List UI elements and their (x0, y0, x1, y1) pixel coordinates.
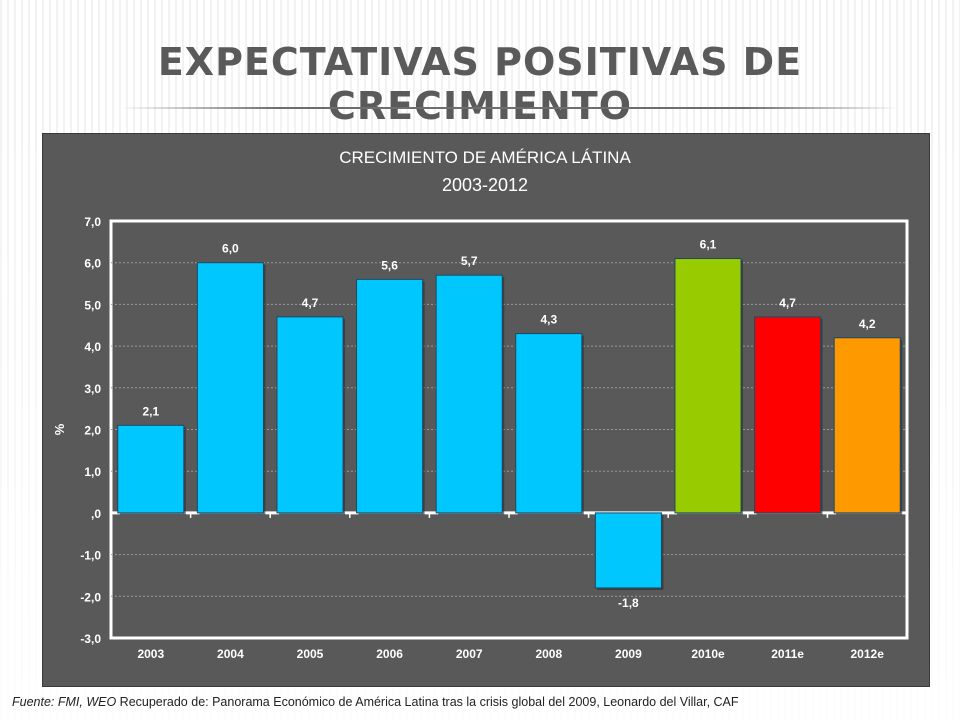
bar-2012e (833, 337, 901, 514)
data-label: 4,2 (859, 317, 876, 331)
bar-2003 (117, 424, 185, 514)
bar-2009 (594, 512, 662, 589)
y-tick-label: 3,0 (84, 382, 101, 396)
chart-subtitle: 2003-2012 (441, 175, 529, 195)
y-axis-label: % (52, 423, 67, 435)
data-label: 2,1 (142, 404, 159, 418)
bar-2004 (196, 262, 264, 514)
slide-title: EXPECTATIVAS POSITIVAS DE CRECIMIENTO (157, 40, 803, 128)
x-tick-label: 2007 (456, 647, 483, 661)
data-label: 5,6 (381, 258, 398, 272)
chart-title: CRECIMIENTO DE AMÉRICA LÁTINA (339, 148, 631, 167)
y-tick-label: -2,0 (80, 590, 101, 604)
x-tick-label: 2010e (691, 647, 725, 661)
data-label: 6,1 (700, 238, 717, 252)
y-tick-label: 2,0 (84, 424, 101, 438)
bar-chart: 7,0 6,0 5,0 4,0 3,0 2,0 1,0 ,0 -1,0 -2,0 -3,0% 2,1 2… (52, 215, 909, 661)
data-label: 5,7 (461, 254, 478, 268)
y-tick-label: 5,0 (84, 298, 101, 312)
bar-2006 (356, 278, 424, 514)
footnote-source: Fuente: FMI, WEO (12, 695, 117, 709)
bar-2005 (276, 316, 344, 514)
data-label: -1,8 (618, 596, 639, 610)
y-tick-label: ,0 (91, 507, 101, 521)
x-tick-label: 2011e (771, 647, 804, 661)
x-tick-label: 2009 (615, 647, 642, 661)
y-tick-label: -3,0 (80, 632, 101, 646)
data-label: 4,7 (302, 296, 319, 310)
source-footnote: Fuente: FMI, WEO Recuperado de: Panorama… (12, 695, 952, 709)
y-tick-label: 7,0 (84, 215, 101, 229)
bar-2008 (515, 333, 583, 514)
footnote-text: Recuperado de: Panorama Económico de Amé… (116, 695, 739, 709)
bar-2011e (754, 316, 822, 514)
data-label: 4,7 (779, 296, 796, 310)
x-tick-label: 2005 (297, 647, 324, 661)
x-tick-label: 2006 (376, 647, 403, 661)
x-tick-label: 2004 (217, 647, 244, 661)
bar-2007 (435, 274, 503, 514)
y-tick-label: 6,0 (84, 257, 101, 271)
title-underline (120, 107, 900, 109)
y-tick-label: 4,0 (84, 340, 101, 354)
x-tick-label: 2008 (535, 647, 562, 661)
bar-2010e (674, 258, 742, 514)
data-label: 4,3 (540, 313, 557, 327)
data-label: 6,0 (222, 242, 239, 256)
x-tick-label: 2012e (851, 647, 885, 661)
y-tick-label: -1,0 (80, 549, 101, 563)
x-tick-label: 2003 (137, 647, 164, 661)
y-tick-label: 1,0 (84, 465, 101, 479)
